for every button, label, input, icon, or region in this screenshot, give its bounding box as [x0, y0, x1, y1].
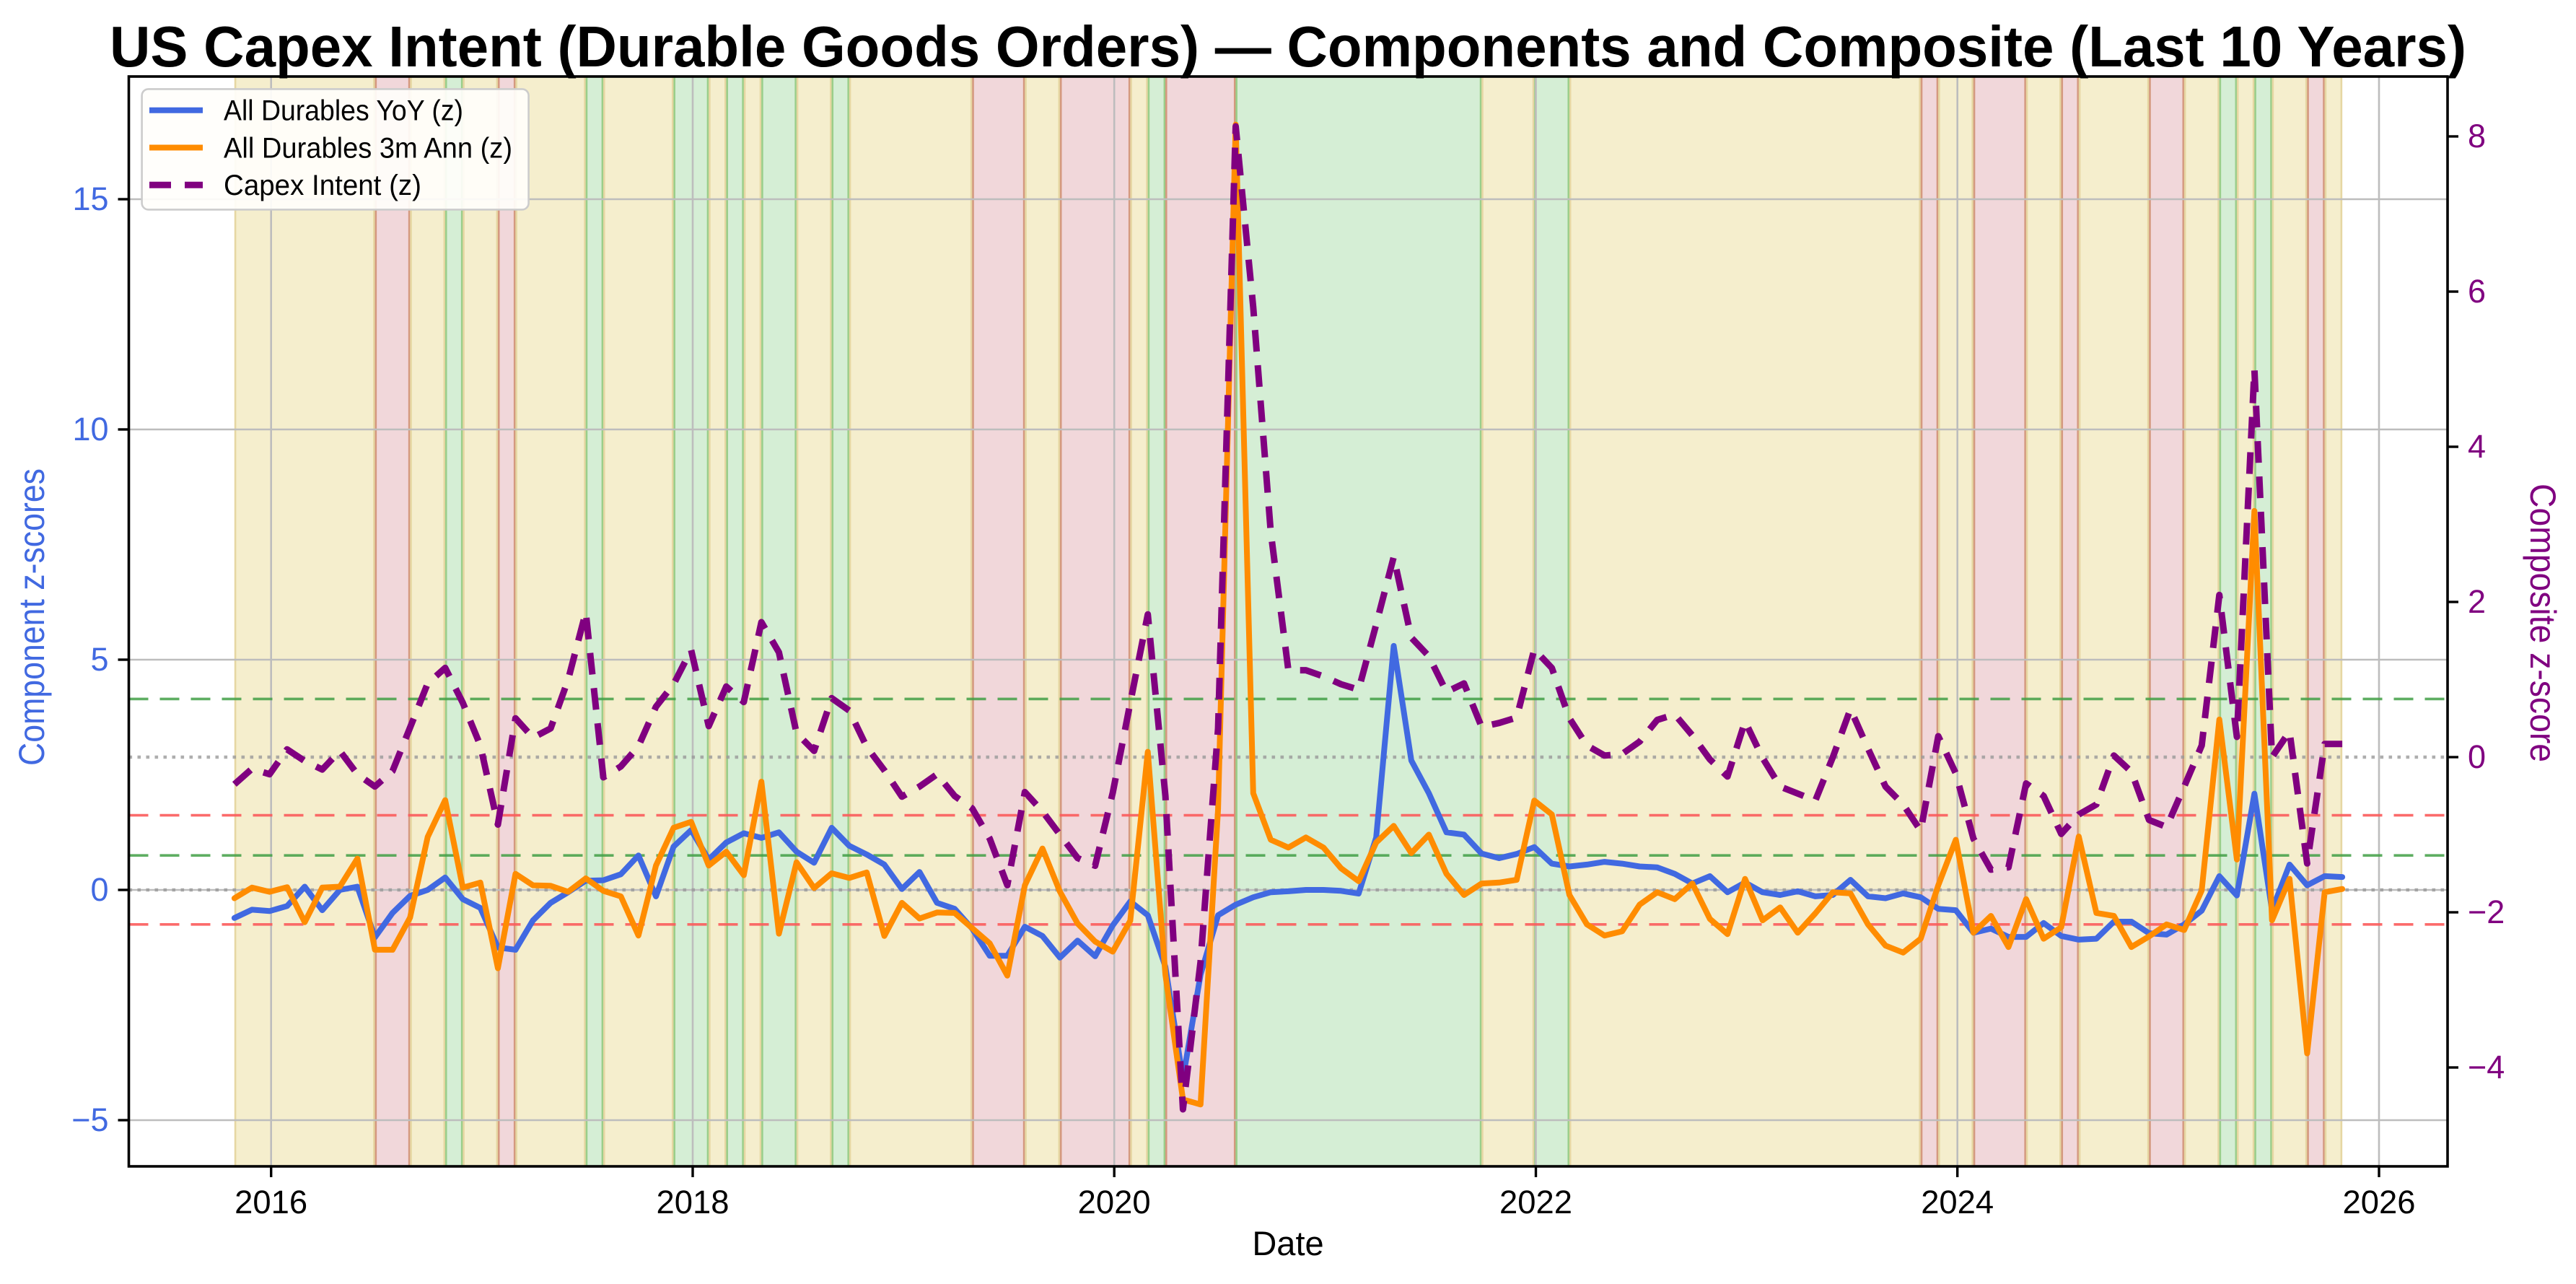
svg-text:−2: −2 [2468, 894, 2505, 930]
svg-text:−4: −4 [2468, 1049, 2505, 1086]
svg-text:All Durables YoY (z): All Durables YoY (z) [224, 95, 463, 127]
svg-text:Capex Intent (z): Capex Intent (z) [224, 170, 421, 201]
svg-text:2020: 2020 [1078, 1184, 1151, 1220]
svg-text:All Durables 3m Ann (z): All Durables 3m Ann (z) [224, 133, 512, 165]
svg-text:2026: 2026 [2343, 1184, 2416, 1220]
svg-text:10: 10 [72, 411, 108, 447]
svg-text:2: 2 [2468, 583, 2486, 620]
svg-text:2024: 2024 [1921, 1184, 1994, 1220]
svg-text:−5: −5 [71, 1101, 108, 1138]
svg-text:2018: 2018 [657, 1184, 730, 1220]
svg-text:0: 0 [2468, 738, 2486, 775]
svg-text:5: 5 [90, 641, 108, 678]
svg-text:6: 6 [2468, 273, 2486, 310]
svg-text:Composite z-score: Composite z-score [2523, 484, 2563, 762]
svg-text:2022: 2022 [1499, 1184, 1572, 1220]
svg-text:Date: Date [1252, 1224, 1323, 1262]
svg-text:Component z-scores: Component z-scores [12, 468, 52, 766]
svg-text:8: 8 [2468, 118, 2486, 154]
svg-text:US Capex Intent (Durable Goods: US Capex Intent (Durable Goods Orders) —… [110, 14, 2466, 79]
svg-text:15: 15 [72, 180, 108, 217]
svg-text:2016: 2016 [235, 1184, 307, 1220]
svg-text:0: 0 [90, 871, 108, 908]
svg-text:4: 4 [2468, 428, 2486, 465]
